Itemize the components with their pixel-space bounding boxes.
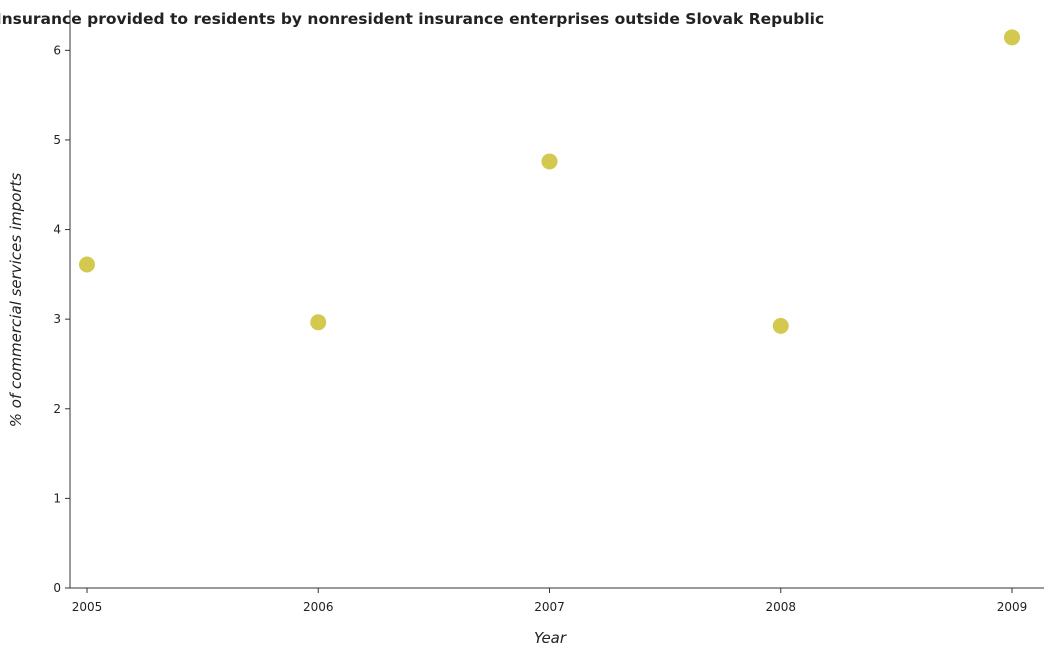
x-tick-label: 2007: [534, 600, 565, 614]
data-point-2007: [541, 153, 558, 170]
y-tick-label: 1: [53, 491, 61, 505]
y-axis-title: % of commercial services imports: [7, 173, 25, 428]
chart-title: Insurance provided to residents by nonre…: [0, 10, 824, 28]
x-tick-label: 2009: [997, 600, 1028, 614]
y-tick-label: 2: [53, 402, 61, 416]
x-axis-title: Year: [534, 629, 567, 647]
x-tick-label: 2008: [765, 600, 796, 614]
y-tick-label: 3: [53, 312, 61, 326]
data-point-2008: [772, 317, 789, 334]
y-tick-label: 6: [53, 43, 61, 57]
data-point-2009: [1004, 29, 1020, 46]
axes: [69, 10, 1044, 589]
y-ticks: 0 1 2 3 4 5 6: [53, 43, 70, 595]
x-tick-label: 2006: [303, 600, 334, 614]
y-tick-label: 5: [53, 133, 61, 147]
data-point-2005: [79, 256, 95, 273]
x-tick-label: 2005: [72, 600, 103, 614]
y-tick-label: 0: [53, 581, 61, 595]
data-point-2006: [310, 314, 327, 331]
x-ticks: 2005 2006 2007 2008 2009: [72, 588, 1028, 614]
data-points: [79, 29, 1020, 334]
y-tick-label: 4: [53, 223, 61, 237]
